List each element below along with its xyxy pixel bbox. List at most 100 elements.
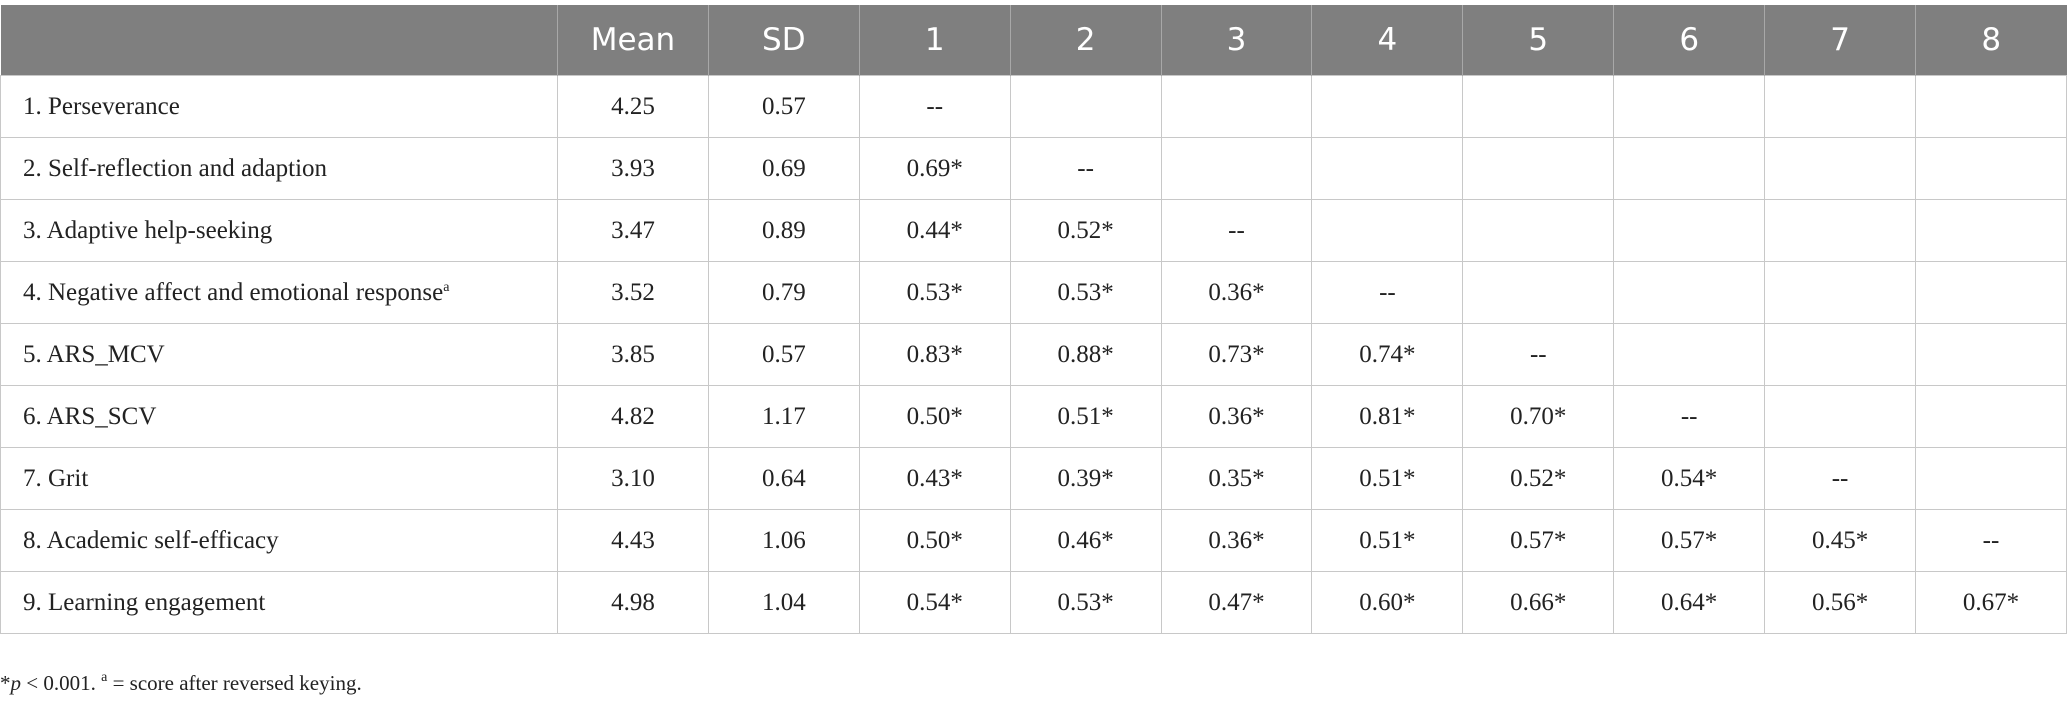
empty-cell <box>1311 199 1464 262</box>
empty-cell <box>1764 75 1917 138</box>
correlation-cell: -- <box>1915 509 2067 572</box>
correlation-cell: 0.52* <box>1009 199 1162 262</box>
header-row: Mean SD 1 2 3 4 5 6 7 8 <box>0 5 2067 76</box>
header-cell: 5 <box>1462 5 1614 76</box>
header-cell: 4 <box>1311 5 1463 76</box>
header-cell: 1 <box>858 5 1011 76</box>
empty-cell <box>1462 137 1615 200</box>
header-cell: 8 <box>1915 5 2067 76</box>
correlation-cell: 0.64* <box>1613 571 1766 634</box>
row-label: 5. ARS_MCV <box>23 340 165 368</box>
table-row: 1. Perseverance 4.25 0.57 -- <box>0 75 2067 138</box>
sd-cell: 0.69 <box>707 137 860 200</box>
empty-cell <box>1915 199 2067 262</box>
footnote: *p < 0.001. a = score after reversed key… <box>0 670 362 696</box>
row-label-cell: 6. ARS_SCV <box>0 385 558 448</box>
empty-cell <box>1160 75 1313 138</box>
mean-cell: 3.10 <box>557 447 709 510</box>
correlation-cell: 0.67* <box>1915 571 2067 634</box>
correlation-cell: 0.51* <box>1009 385 1162 448</box>
header-cell: SD <box>707 5 860 76</box>
table-row: 2. Self-reflection and adaption 3.93 0.69 0… <box>0 137 2067 200</box>
empty-cell <box>1915 261 2067 324</box>
correlation-cell: 0.53* <box>1009 261 1162 324</box>
sd-cell: 0.57 <box>707 323 860 386</box>
correlation-cell: -- <box>1613 385 1766 448</box>
correlation-table: Mean SD 1 2 3 4 5 6 7 8 1. Perseverance 4.25 0.57 --… <box>0 5 2067 634</box>
empty-cell <box>1613 199 1766 262</box>
empty-cell <box>1764 137 1917 200</box>
header-cell: 6 <box>1613 5 1765 76</box>
empty-cell <box>1613 261 1766 324</box>
row-label-cell: 8. Academic self-efficacy <box>0 509 558 572</box>
mean-cell: 3.52 <box>557 261 709 324</box>
correlation-cell: 0.39* <box>1009 447 1162 510</box>
row-label: 4. Negative affect and emotional respons… <box>23 278 444 306</box>
footnote-star: * <box>0 671 11 695</box>
correlation-cell: 0.36* <box>1160 385 1313 448</box>
correlation-cell: 0.60* <box>1311 571 1464 634</box>
row-label-cell: 3. Adaptive help-seeking <box>0 199 558 262</box>
table-row: 3. Adaptive help-seeking 3.47 0.89 0.44* 0.5… <box>0 199 2067 262</box>
correlation-cell: -- <box>1764 447 1917 510</box>
correlation-cell: 0.56* <box>1764 571 1917 634</box>
row-label-cell: 7. Grit <box>0 447 558 510</box>
correlation-cell: 0.44* <box>858 199 1011 262</box>
row-label: 6. ARS_SCV <box>23 402 157 430</box>
empty-cell <box>1764 199 1917 262</box>
empty-cell <box>1613 75 1766 138</box>
row-label-cell: 5. ARS_MCV <box>0 323 558 386</box>
empty-cell <box>1462 261 1615 324</box>
row-label: 3. Adaptive help-seeking <box>23 216 273 244</box>
sd-cell: 0.64 <box>707 447 860 510</box>
correlation-cell: 0.53* <box>1009 571 1162 634</box>
correlation-cell: -- <box>858 75 1011 138</box>
correlation-cell: 0.73* <box>1160 323 1313 386</box>
correlation-cell: 0.57* <box>1613 509 1766 572</box>
footnote-sup: a <box>101 670 108 685</box>
mean-cell: 4.43 <box>557 509 709 572</box>
sd-cell: 1.06 <box>707 509 860 572</box>
mean-cell: 3.93 <box>557 137 709 200</box>
empty-cell <box>1311 75 1464 138</box>
sd-cell: 1.04 <box>707 571 860 634</box>
sd-cell: 0.79 <box>707 261 860 324</box>
row-label: 2. Self-reflection and adaption <box>23 154 328 182</box>
correlation-cell: 0.47* <box>1160 571 1313 634</box>
empty-cell <box>1764 261 1917 324</box>
empty-cell <box>1764 323 1917 386</box>
table-row: 6. ARS_SCV 4.82 1.17 0.50* 0.51* 0.36* 0.81* 0.… <box>0 385 2067 448</box>
empty-cell <box>1009 75 1162 138</box>
empty-cell <box>1462 199 1615 262</box>
correlation-cell: 0.36* <box>1160 509 1313 572</box>
correlation-cell: -- <box>1009 137 1162 200</box>
correlation-cell: 0.50* <box>858 509 1011 572</box>
header-cell: 7 <box>1764 5 1916 76</box>
empty-cell <box>1915 137 2067 200</box>
empty-cell <box>1462 75 1615 138</box>
table-row: 4. Negative affect and emotional respons… <box>0 261 2067 324</box>
footnote-text: < 0.001. <box>21 671 102 695</box>
header-cell: 3 <box>1160 5 1312 76</box>
row-label: 8. Academic self-efficacy <box>23 526 279 554</box>
table-row: 5. ARS_MCV 3.85 0.57 0.83* 0.88* 0.73* 0.74* -- <box>0 323 2067 386</box>
correlation-cell: 0.45* <box>1764 509 1917 572</box>
correlation-cell: 0.36* <box>1160 261 1313 324</box>
correlation-cell: 0.52* <box>1462 447 1615 510</box>
row-label-cell: 9. Learning engagement <box>0 571 558 634</box>
correlation-cell: 0.53* <box>858 261 1011 324</box>
correlation-cell: 0.81* <box>1311 385 1464 448</box>
correlation-cell: 0.74* <box>1311 323 1464 386</box>
correlation-cell: 0.69* <box>858 137 1011 200</box>
correlation-cell: 0.54* <box>858 571 1011 634</box>
correlation-cell: 0.88* <box>1009 323 1162 386</box>
correlation-cell: 0.43* <box>858 447 1011 510</box>
row-label-sup: a <box>443 279 450 295</box>
correlation-cell: 0.66* <box>1462 571 1615 634</box>
row-label-cell: 2. Self-reflection and adaption <box>0 137 558 200</box>
mean-cell: 3.47 <box>557 199 709 262</box>
correlation-cell: 0.51* <box>1311 447 1464 510</box>
sd-cell: 0.57 <box>707 75 860 138</box>
empty-cell <box>1311 137 1464 200</box>
